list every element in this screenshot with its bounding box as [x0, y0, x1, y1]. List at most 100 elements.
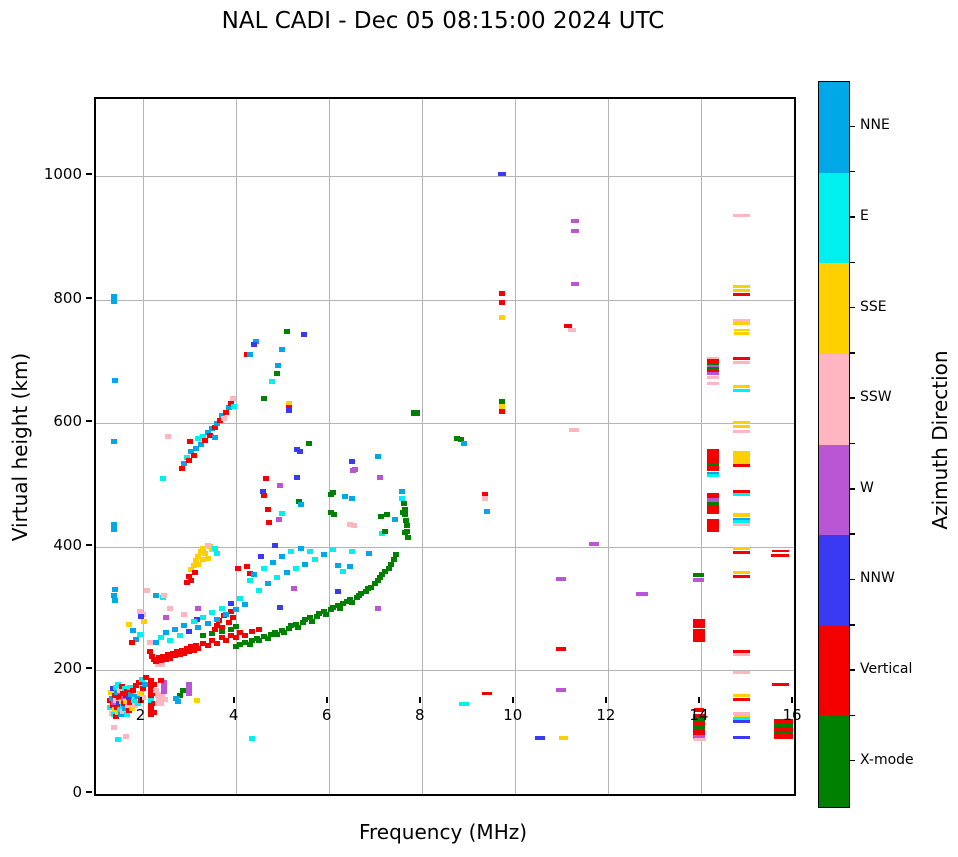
echo-point — [559, 735, 569, 740]
echo-point — [499, 291, 506, 297]
echo-point — [193, 698, 200, 704]
echo-point — [733, 318, 751, 322]
echo-point — [567, 328, 576, 333]
echo-point — [255, 587, 262, 593]
echo-point — [165, 434, 172, 440]
echo-point — [307, 615, 314, 621]
echo-point — [733, 712, 751, 716]
y-tick-label: 1000 — [43, 165, 82, 184]
echo-point — [160, 684, 167, 689]
echo-point — [707, 518, 720, 525]
echo-point — [733, 493, 751, 497]
echo-point — [111, 293, 118, 299]
echo-point — [375, 605, 382, 611]
echo-point — [227, 632, 234, 638]
echo-point — [147, 707, 154, 713]
echo-point — [283, 570, 290, 576]
colorbar-tick — [850, 216, 855, 218]
echo-point — [160, 476, 166, 482]
echo-point — [481, 491, 488, 497]
echo-point — [190, 562, 197, 568]
chart-title: NAL CADI - Dec 05 08:15:00 2024 UTC — [221, 8, 665, 34]
echo-point — [692, 717, 705, 722]
echo-point — [111, 598, 118, 604]
echo-point — [151, 682, 158, 688]
echo-point — [191, 570, 198, 576]
echo-point — [381, 569, 388, 575]
echo-point — [411, 410, 421, 417]
echo-point — [346, 596, 353, 602]
echo-point — [707, 528, 720, 533]
echo-point — [381, 528, 388, 534]
echo-point — [390, 556, 397, 562]
echo-point — [202, 550, 209, 556]
echo-point — [274, 370, 281, 376]
gridline — [421, 99, 423, 794]
echo-point — [483, 509, 490, 515]
echo-point — [186, 681, 193, 687]
x-tick-label: 4 — [228, 706, 239, 724]
echo-point — [155, 654, 162, 660]
colorbar-tick — [850, 125, 855, 128]
echo-point — [200, 556, 207, 562]
echo-point — [231, 403, 238, 409]
echo-point — [733, 385, 751, 389]
echo-point — [179, 647, 186, 653]
y-tick — [86, 296, 92, 299]
echo-point — [733, 329, 750, 332]
echo-point — [140, 695, 147, 701]
echo-point — [733, 489, 751, 493]
echo-point — [276, 483, 283, 489]
echo-point — [499, 314, 506, 320]
echo-point — [211, 545, 218, 551]
echo-point — [733, 214, 751, 218]
echo-point — [246, 570, 253, 576]
echo-point — [339, 601, 346, 607]
echo-point — [195, 436, 202, 442]
echo-point — [162, 696, 169, 702]
echo-point — [212, 435, 219, 441]
echo-point — [272, 542, 279, 548]
echo-point — [111, 298, 118, 304]
echo-point — [733, 285, 751, 289]
echo-point — [269, 559, 276, 565]
echo-point — [707, 493, 720, 499]
echo-point — [733, 513, 751, 518]
echo-point — [692, 714, 705, 719]
echo-point — [401, 501, 408, 507]
echo-point — [241, 632, 248, 638]
echo-point — [200, 633, 207, 639]
echo-point — [176, 633, 183, 639]
echo-point — [302, 561, 309, 567]
echo-point — [183, 454, 190, 460]
echo-point — [733, 717, 751, 721]
echo-point — [218, 605, 225, 611]
x-axis-label: Frequency (MHz) — [358, 820, 528, 844]
echo-point — [153, 687, 160, 693]
echo-point — [276, 516, 283, 522]
echo-point — [286, 408, 293, 414]
colorbar-segment-vertical — [819, 625, 849, 717]
echo-point — [707, 457, 720, 463]
echo-point — [188, 567, 195, 573]
echo-point — [707, 453, 720, 460]
echo-point — [707, 505, 720, 511]
echo-point — [307, 549, 314, 555]
echo-point — [158, 658, 165, 664]
echo-point — [327, 510, 334, 516]
echo-point — [309, 618, 316, 624]
echo-point — [111, 587, 118, 592]
echo-point — [227, 600, 234, 606]
echo-point — [330, 490, 337, 496]
x-tick — [139, 697, 142, 703]
gridline — [96, 546, 794, 548]
echo-point — [129, 640, 136, 646]
echo-point — [204, 620, 211, 626]
echo-point — [153, 658, 160, 664]
echo-point — [188, 448, 195, 454]
echo-point — [707, 364, 720, 368]
echo-point — [141, 681, 148, 687]
echo-point — [286, 401, 293, 407]
echo-point — [186, 686, 193, 692]
echo-point — [339, 569, 346, 575]
